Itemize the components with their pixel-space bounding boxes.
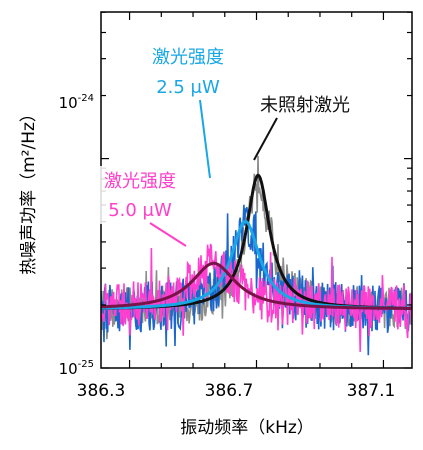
- x-tick-label-387-1: 387.1: [347, 381, 396, 401]
- annotation-bg-unirradiated: [247, 90, 363, 118]
- noise-trace-1: [101, 204, 412, 356]
- annotation-5-0uw-line1: 激光强度: [104, 171, 176, 192]
- fit-curve-2: [101, 261, 412, 310]
- annotation-2-5uw-line2: 2.5 μW: [156, 77, 220, 98]
- annotation-bg-2-5: [137, 42, 239, 100]
- noise-trace-2: [101, 243, 412, 352]
- leader-5-0uw: [149, 222, 187, 247]
- y-tick-label-upper: 10-24: [59, 93, 94, 112]
- plot-series-layer: [101, 155, 412, 356]
- annotation-2-5uw-line1: 激光强度: [152, 47, 224, 68]
- x-axis-title: 振动频率（kHz）: [180, 418, 314, 438]
- annotation-bg-5-0: [88, 166, 190, 224]
- y-tick-label-lower: 10-25: [59, 359, 94, 378]
- leader-unirradiated: [253, 117, 278, 161]
- x-tick-label-386-3: 386.3: [77, 381, 126, 401]
- leader-2-5uw: [199, 99, 211, 179]
- annotation-5-0uw-line2: 5.0 μW: [108, 200, 172, 221]
- x-tick-label-386-7: 386.7: [205, 381, 254, 401]
- annotation-unirradiated: 未照射激光: [260, 95, 350, 116]
- y-axis-title: 热噪声功率（m²/Hz）: [19, 105, 39, 275]
